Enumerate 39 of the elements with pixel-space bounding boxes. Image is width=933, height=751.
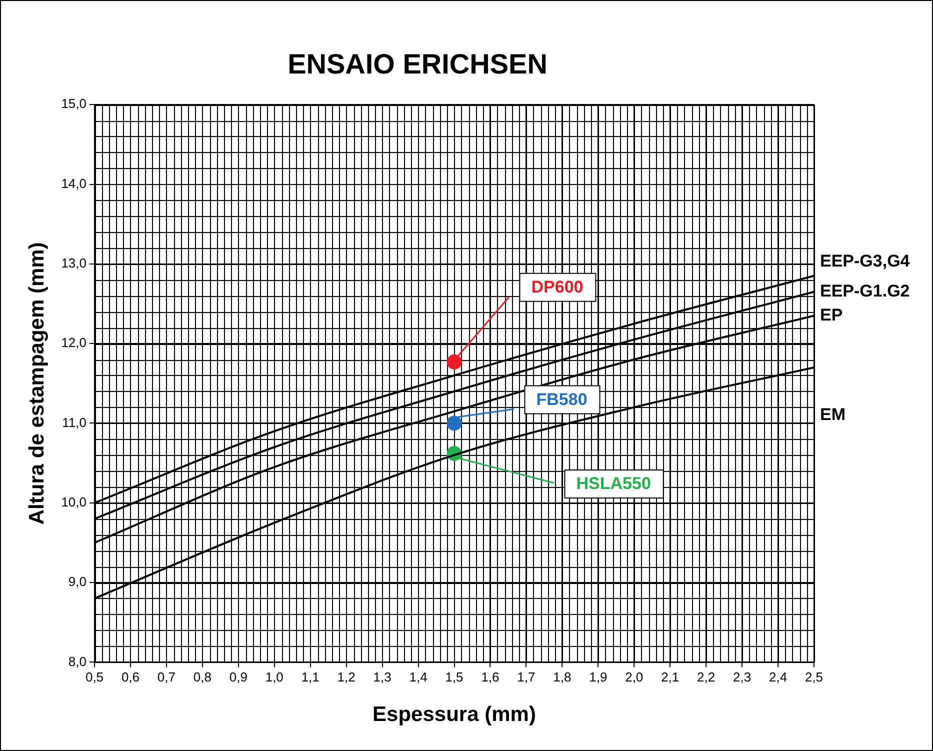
series-label: EP <box>820 305 843 324</box>
x-tick-label: 0,5 <box>85 670 104 685</box>
y-tick-label: 9,0 <box>68 574 86 590</box>
text: FB580 <box>536 390 588 409</box>
text: HSLA550 <box>576 474 651 494</box>
x-axis-title: Espessura (mm) <box>372 703 536 726</box>
x-tick-label: 2,4 <box>768 670 788 685</box>
y-tick-label: 14,0 <box>61 176 86 191</box>
x-tick-label: 2,3 <box>733 670 752 685</box>
x-tick-label: 0,8 <box>193 670 212 685</box>
x-tick-label: 1,2 <box>337 670 356 685</box>
y-tick-label: 8,0 <box>68 654 86 669</box>
y-tick-label: 13,0 <box>61 255 86 270</box>
x-tick-label: 1,7 <box>517 670 536 685</box>
x-tick-label: 1,0 <box>265 670 284 685</box>
x-tick-label: 1,8 <box>553 670 572 685</box>
series-label: EEP-G3,G4 <box>820 252 910 271</box>
y-tick-label: 15,0 <box>61 96 86 112</box>
x-tick-label: 2,0 <box>625 670 644 685</box>
y-axis-title: Altura de estampagem (mm) <box>25 242 48 525</box>
chart-title: ENSAIO ERICHSEN <box>288 48 548 80</box>
x-tick-label: 2,2 <box>697 670 716 685</box>
series-label: EEP-G1.G2 <box>820 281 910 300</box>
x-tick-label: 1,6 <box>481 670 500 685</box>
x-tick-label: 0,7 <box>157 670 176 685</box>
x-tick-label: 1,1 <box>301 670 320 685</box>
x-tick-label: 1,5 <box>445 670 464 685</box>
x-tick-label: 1,9 <box>589 670 608 685</box>
x-tick-label: 2,1 <box>661 670 680 685</box>
x-tick-label: 2,5 <box>804 670 824 685</box>
text: DP600 <box>531 278 584 297</box>
y-tick-label: 11,0 <box>62 414 86 430</box>
x-tick-label: 1,3 <box>373 670 392 685</box>
y-tick-label: 12,0 <box>61 335 86 350</box>
x-tick-label: 1,4 <box>409 670 428 685</box>
x-tick-label: 0,9 <box>229 670 248 685</box>
x-tick-label: 0,6 <box>121 670 140 685</box>
y-tick-label: 10,0 <box>61 494 86 510</box>
text: EM <box>820 405 846 424</box>
